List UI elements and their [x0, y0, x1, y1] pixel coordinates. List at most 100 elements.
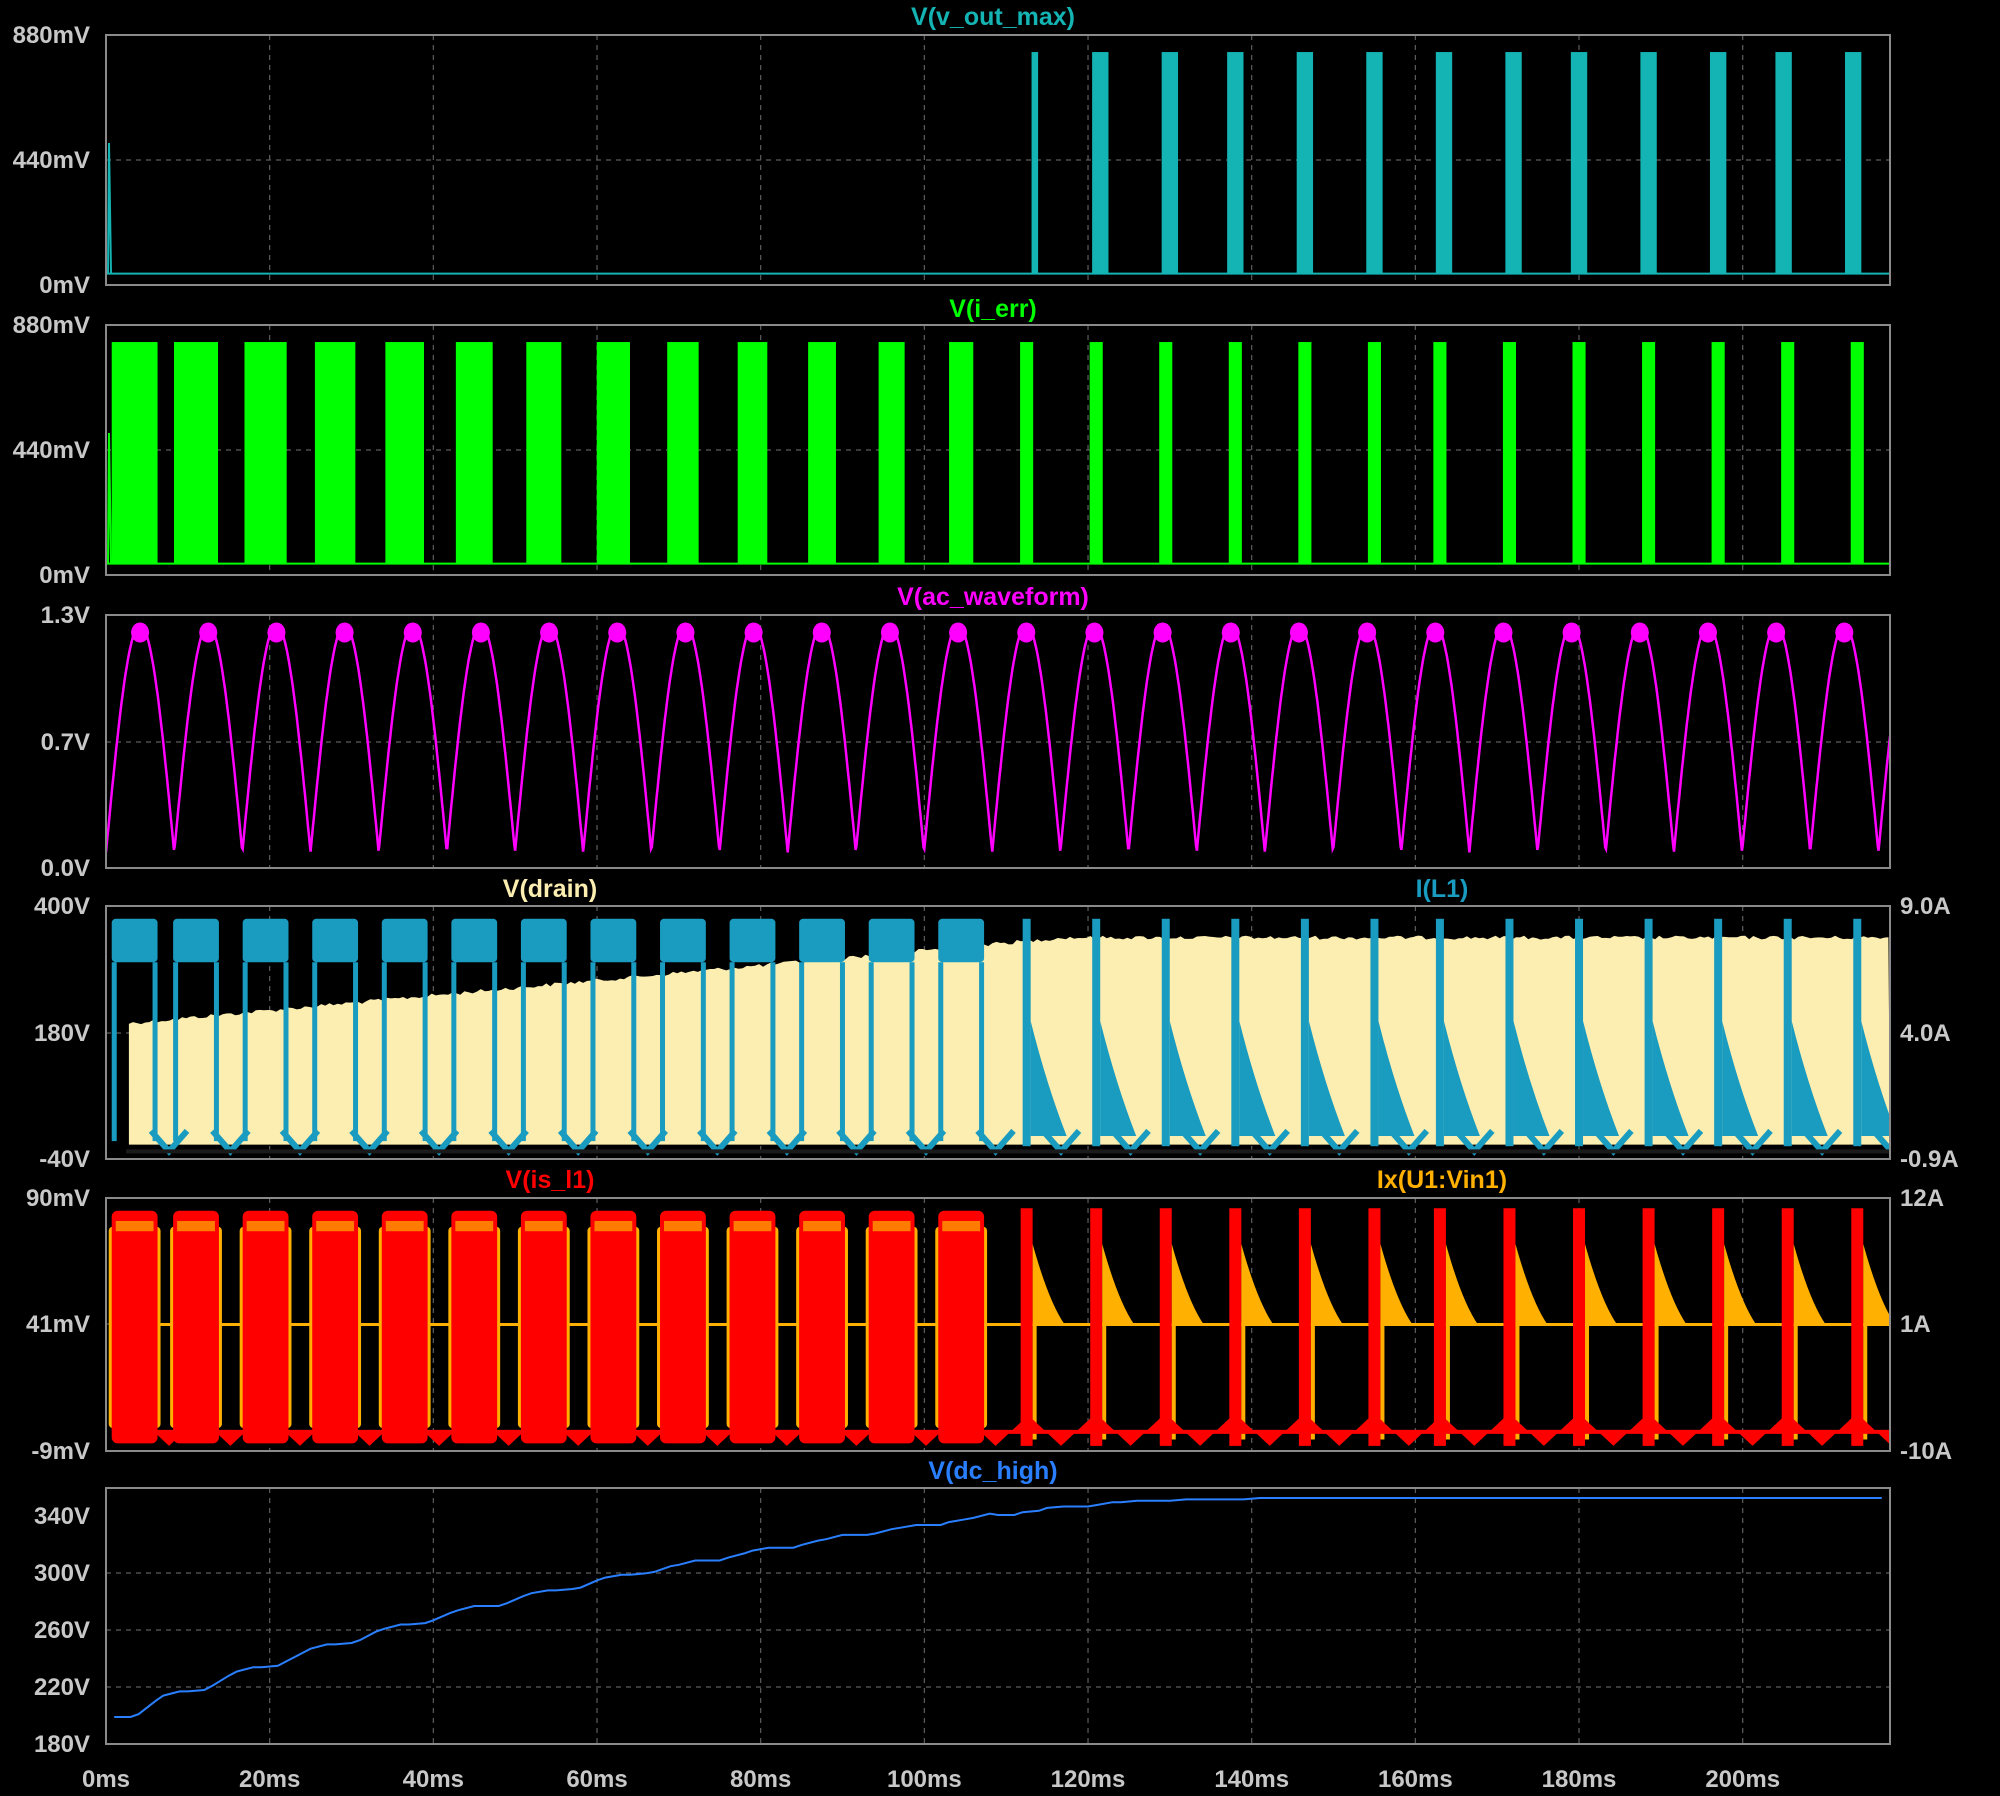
x-tick-label: 0ms	[82, 1766, 130, 1793]
plot-area	[106, 622, 1890, 854]
source-current-edge	[1863, 1324, 1868, 1440]
source-current-overlay	[115, 1221, 154, 1232]
source-current-edge	[1445, 1324, 1450, 1440]
plot-frame	[105, 905, 1891, 1160]
ac-peak-band	[403, 622, 422, 643]
inductor-current-edge	[660, 962, 666, 1142]
trace-label[interactable]: V(ac_waveform)	[897, 583, 1089, 611]
pulse-burst	[1159, 342, 1173, 564]
source-current-decay	[1515, 1244, 1548, 1325]
inductor-current-spike	[1853, 918, 1862, 1147]
y-tick-label-left: 260V	[34, 1617, 90, 1644]
inductor-current-decay	[1861, 1021, 1890, 1136]
source-current-decay	[1724, 1244, 1757, 1325]
trace-label[interactable]: V(is_l1)	[506, 1166, 595, 1194]
inductor-current-spike	[1644, 918, 1653, 1147]
pulse-burst	[1711, 342, 1725, 564]
trace-label[interactable]: V(v_out_max)	[911, 3, 1075, 31]
sense-voltage-block	[381, 1210, 428, 1444]
ac-peak-band	[1221, 622, 1240, 643]
inductor-current-cap	[520, 918, 567, 963]
source-current-decay	[1380, 1244, 1413, 1325]
inductor-current-spike	[1783, 918, 1792, 1147]
dc-high-trace	[114, 1497, 1882, 1718]
y-tick-label-left: -40V	[39, 1146, 90, 1173]
inductor-current-decay	[1791, 1021, 1828, 1136]
sense-voltage-spike	[1851, 1208, 1864, 1446]
ac-peak-band	[880, 622, 899, 643]
startup-spike	[107, 432, 112, 564]
source-current-overlay	[664, 1221, 702, 1232]
inductor-current-decay	[1722, 1021, 1759, 1136]
inductor-current-decay	[1443, 1021, 1480, 1136]
x-tick-label: 200ms	[1705, 1766, 1780, 1793]
source-current-decay	[1793, 1244, 1826, 1325]
pulse-burst	[526, 342, 562, 564]
x-tick-label: 20ms	[239, 1766, 300, 1793]
source-current-edge	[1310, 1324, 1315, 1440]
pulse-burst	[1572, 342, 1586, 564]
ac-waveform-trace	[106, 623, 1890, 854]
y-tick-label-left: 300V	[34, 1560, 90, 1587]
source-current-decay	[1241, 1244, 1274, 1325]
y-tick-label-left: 220V	[34, 1674, 90, 1701]
ac-peak-band	[608, 622, 627, 643]
sense-voltage-block	[938, 1210, 985, 1444]
pulse-burst	[1850, 342, 1864, 564]
y-tick-label-left: 440mV	[13, 147, 90, 174]
pulse-burst	[1298, 342, 1312, 564]
pulse-burst	[1092, 52, 1109, 274]
sense-voltage-spike	[1298, 1208, 1311, 1446]
inductor-current-edge	[700, 962, 706, 1142]
y-tick-label-left: 440mV	[13, 437, 90, 464]
trace-label[interactable]: V(drain)	[503, 875, 597, 903]
plot-frame	[105, 614, 1891, 869]
ac-peak-band	[812, 622, 831, 643]
inductor-current-cap	[729, 918, 776, 963]
pulse-burst	[1844, 52, 1862, 274]
inductor-current-cap	[312, 918, 359, 963]
sense-voltage-spike	[1090, 1208, 1103, 1446]
source-current-decay	[1102, 1244, 1135, 1325]
trace-label[interactable]: I(L1)	[1416, 875, 1469, 903]
pulse-burst	[1505, 52, 1522, 274]
pulse-burst	[1570, 52, 1588, 274]
inductor-current-edge	[868, 962, 874, 1142]
panel-p2: 880mV 440mV 0mV V(i_err)	[13, 295, 1891, 589]
inductor-current-edge	[152, 962, 158, 1142]
source-current-edge	[1171, 1324, 1176, 1440]
pulse-burst	[1227, 52, 1244, 274]
pulse-burst	[1020, 342, 1034, 564]
grid	[106, 615, 1890, 868]
inductor-current-cap	[242, 918, 289, 963]
x-tick-label: 60ms	[566, 1766, 627, 1793]
plot-frame	[105, 34, 1891, 286]
trace-label[interactable]: V(i_err)	[949, 295, 1037, 323]
grid	[106, 35, 1890, 285]
pulse-burst	[1366, 52, 1383, 274]
source-current-overlay	[177, 1221, 215, 1232]
inductor-current-edge	[729, 962, 735, 1142]
sense-voltage-block	[451, 1210, 498, 1444]
pulse-burst	[1640, 52, 1657, 274]
ac-peak-band	[199, 622, 218, 643]
sense-voltage-spike	[1712, 1208, 1725, 1446]
inductor-current-decay	[1583, 1021, 1620, 1136]
trace-label[interactable]: Ix(U1:Vin1)	[1377, 1166, 1507, 1194]
sense-voltage-spike	[1368, 1208, 1381, 1446]
inductor-current-edge	[451, 962, 457, 1142]
trace-label[interactable]: V(dc_high)	[928, 1457, 1057, 1485]
source-current-edge	[1241, 1324, 1246, 1440]
sense-voltage-spike	[1781, 1208, 1794, 1446]
y-tick-label-right: 9.0A	[1900, 893, 1951, 920]
y-tick-label-left: 90mV	[26, 1185, 90, 1212]
inductor-current-spike	[1092, 918, 1101, 1147]
inductor-current-edge	[631, 962, 637, 1142]
inductor-current-edge	[799, 962, 805, 1142]
inductor-current-edge	[242, 962, 248, 1142]
source-current-overlay	[803, 1221, 841, 1232]
sense-voltage-spike	[1573, 1208, 1586, 1446]
pulse-burst	[1031, 52, 1039, 274]
source-current-overlay	[246, 1221, 285, 1232]
